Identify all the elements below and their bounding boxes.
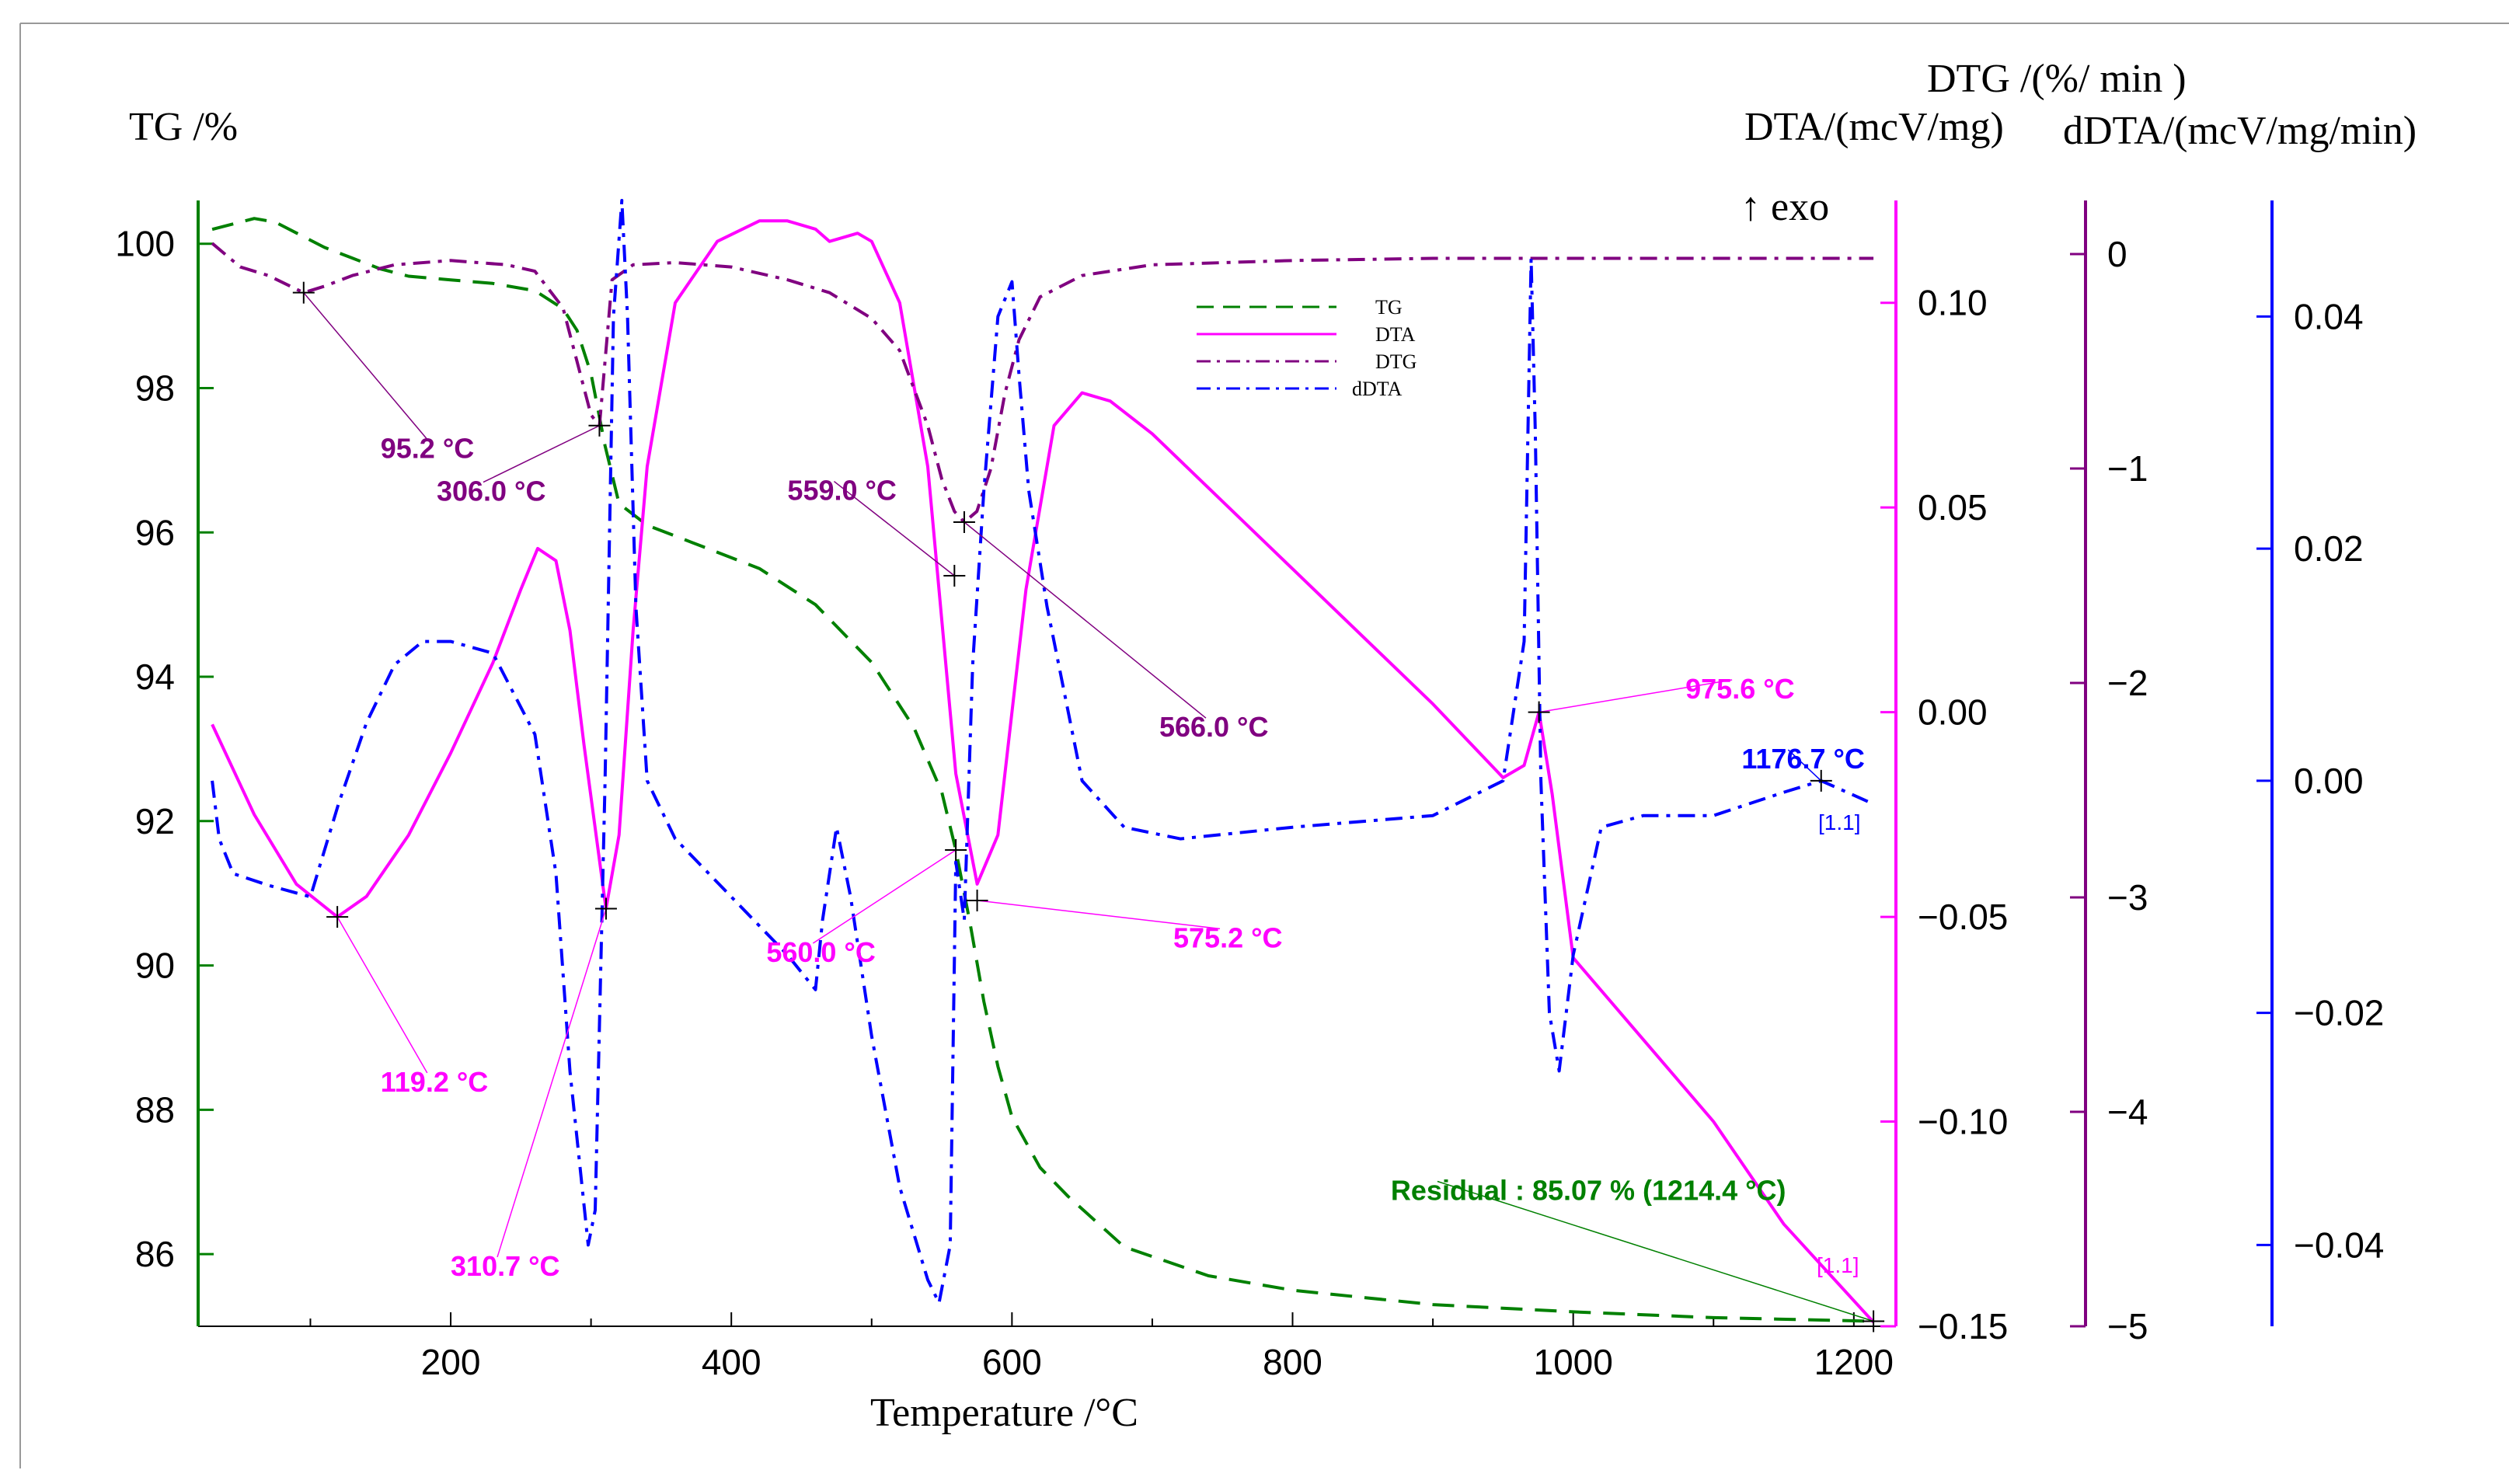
ddta-tick-label: 0.00 xyxy=(2294,761,2364,801)
annotation-label: 306.0 °C xyxy=(437,476,545,507)
dta-tick-label: −0.05 xyxy=(1918,897,2008,937)
dta-tick-label: 0.05 xyxy=(1918,487,1988,528)
annotation-leader xyxy=(833,480,955,577)
annotation-layer: 95.2 °C 306.0 °C 559.0 °C 566.0 °C 975.6 °C 1… xyxy=(292,281,1885,1332)
dtg-tick-label: −2 xyxy=(2107,663,2148,703)
dta-tick-label: 0.10 xyxy=(1918,283,1988,323)
annotation-label: Residual : 85.07 % (1214.4 °C) xyxy=(1391,1175,1786,1207)
x-tick-label-1000: 1000 xyxy=(1533,1342,1612,1382)
annotation-leader xyxy=(1787,749,1822,782)
tg-tick-label: 88 xyxy=(135,1089,175,1130)
dtg-tick-label: −5 xyxy=(2107,1306,2148,1346)
exo-label: ↑ exo xyxy=(1741,185,1829,229)
annotation-leader xyxy=(977,900,1221,930)
annotation-leader xyxy=(303,292,428,440)
annotation-leader xyxy=(336,916,428,1074)
dtg-tick-label: −4 xyxy=(2107,1092,2148,1132)
annotation-label: 1176.7 °C xyxy=(1741,743,1865,775)
axes-group: 200 400 600 800 1000 1200 100 98 96 94 92 90 88 86 0.1… xyxy=(115,200,2384,1382)
x-tick-label-1200: 1200 xyxy=(1814,1342,1894,1382)
x-axis-title: Temperature /°C xyxy=(870,1391,1138,1435)
tg-tick-label: 100 xyxy=(115,224,175,264)
annotation-label: 560.0 °C xyxy=(766,936,875,968)
series-tg xyxy=(211,217,1874,1323)
ddta-tick-label: −0.04 xyxy=(2294,1224,2384,1265)
series-layer xyxy=(211,199,1875,1324)
tg-tick-label: 90 xyxy=(135,946,175,986)
ddta-tick-label: −0.02 xyxy=(2294,993,2384,1033)
annotation-leader xyxy=(812,849,957,944)
x-tick-label-800: 800 xyxy=(1263,1342,1322,1382)
annotation-leader xyxy=(964,521,1207,719)
legend: TG DTA DTG dDTA xyxy=(1197,296,1417,400)
tg-tick-label: 86 xyxy=(135,1234,175,1274)
annotation-leader xyxy=(1539,679,1733,713)
legend-dta-label: DTA xyxy=(1375,323,1416,346)
dtg-axis-title: DTG /(%/ min ) xyxy=(1927,57,2187,101)
annotation-leader xyxy=(483,425,600,483)
marker-dta-bracket: [1.1] xyxy=(1817,1253,1859,1277)
tg-axis-title: TG /% xyxy=(129,105,238,149)
series-dta xyxy=(211,219,1875,1324)
annotation-label: 575.2 °C xyxy=(1173,921,1282,953)
x-tick-label-600: 600 xyxy=(982,1342,1042,1382)
annotation-label: 559.0 °C xyxy=(787,475,896,507)
legend-tg-label: TG xyxy=(1375,296,1403,319)
dtg-tick-label: −1 xyxy=(2107,448,2148,489)
legend-ddta-label: dDTA xyxy=(1352,378,1403,400)
tg-tick-label: 96 xyxy=(135,512,175,552)
annotation-label: 566.0 °C xyxy=(1159,711,1268,743)
annotation-leader xyxy=(497,908,607,1258)
ddta-tick-label: 0.02 xyxy=(2294,528,2364,569)
series-dtg xyxy=(211,242,1874,524)
dtg-tick-label: −3 xyxy=(2107,877,2148,918)
annotation-leader xyxy=(1437,1180,1874,1322)
annotation-label: 975.6 °C xyxy=(1685,673,1794,705)
ddta-tick-label: 0.04 xyxy=(2294,296,2364,336)
marker-ddta-bracket: [1.1] xyxy=(1818,810,1860,834)
x-tick-label-400: 400 xyxy=(702,1342,761,1382)
ddta-axis-title: dDTA/(mcV/mg/min) xyxy=(2063,109,2417,153)
annotation-label: 95.2 °C xyxy=(381,432,474,464)
legend-dtg-label: DTG xyxy=(1375,350,1417,373)
series-ddta xyxy=(211,199,1874,1305)
dta-axis-title: DTA/(mcV/mg) xyxy=(1744,105,2004,149)
tg-tick-label: 92 xyxy=(135,801,175,841)
annotation-label: 119.2 °C xyxy=(381,1066,489,1098)
annotation-label: 310.7 °C xyxy=(451,1250,559,1282)
dta-tick-label: 0.00 xyxy=(1918,692,1988,733)
dtg-tick-label: 0 xyxy=(2107,234,2127,274)
tg-tick-label: 94 xyxy=(135,657,175,697)
dta-tick-label: −0.10 xyxy=(1918,1102,2008,1142)
dta-tick-label: −0.15 xyxy=(1918,1306,2008,1346)
x-tick-label-200: 200 xyxy=(421,1342,481,1382)
tg-tick-label: 98 xyxy=(135,368,175,409)
